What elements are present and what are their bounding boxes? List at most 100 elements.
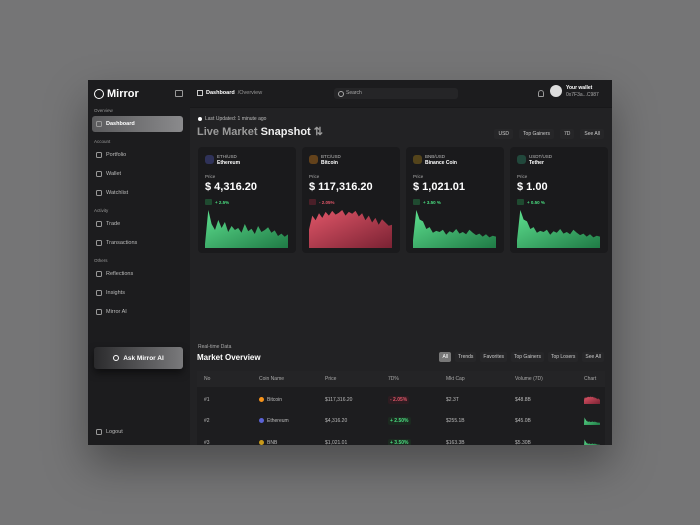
tab-top-gainers[interactable]: Top Gainers <box>510 352 544 362</box>
sidebar-item-label: Transactions <box>106 240 138 246</box>
sidebar-item-portfolio[interactable]: Portfolio <box>92 147 183 163</box>
coin-price: $ 1.00 <box>517 181 548 193</box>
coin-name: Tether <box>529 160 544 166</box>
market-card[interactable]: BTC/USD Bitcoin Price $ 117,316.20 - 2.05% <box>302 147 400 253</box>
coin-price: $1,021.01 <box>325 439 348 446</box>
change-badge: - 2.05% <box>388 395 410 404</box>
coin-cell: Bitcoin <box>259 397 282 403</box>
rank: #1 <box>204 396 210 403</box>
sidebar-item-insights[interactable]: Insights <box>92 285 183 301</box>
volume: $48.8B <box>515 396 531 403</box>
wallet-address: 0x7F3a...C987 <box>566 92 599 98</box>
logout-label: Logout <box>106 429 123 435</box>
sidebar-item-transactions[interactable]: Transactions <box>92 235 183 251</box>
market-table: No Coin Name Price 7D% Mkt Cap Volume (7D) Cha… <box>197 371 605 445</box>
change-badge: + 3.50% <box>388 438 411 445</box>
wallet-label: Your wallet <box>566 85 593 91</box>
coin-icon <box>517 155 526 164</box>
nav-icon <box>96 271 102 277</box>
sparkline-area <box>205 210 288 248</box>
nav-icon <box>96 240 102 246</box>
sidebar-item-label: Mirror AI <box>106 309 127 315</box>
breadcrumb-current[interactable]: Dashboard <box>206 90 235 96</box>
coin-pair: BNB/USD <box>425 154 446 159</box>
sidebar-item-trade[interactable]: Trade <box>92 216 183 232</box>
filter-dropdown[interactable]: USD <box>494 129 514 139</box>
top-bar: Dashboard/Overview Search Your wallet 0x7… <box>190 80 612 108</box>
market-card[interactable]: ETH/USD Ethereum Price $ 4,316.20 + 2.5% <box>198 147 296 253</box>
nav-icon <box>96 190 102 196</box>
table-row[interactable]: #2 Ethereum $4,316.20 + 2.50% $255.1B $45.0B <box>197 411 605 432</box>
price-sparkline <box>413 210 496 248</box>
sidebar-item-label: Portfolio <box>106 152 127 158</box>
nav-icon <box>96 152 102 158</box>
market-card[interactable]: USDT/USD Tether Price $ 1.00 + 0.50 % <box>510 147 608 253</box>
bell-icon[interactable] <box>538 90 544 97</box>
wallet-menu[interactable]: Your wallet 0x7F3a...C987 <box>566 85 599 99</box>
filter-dropdown[interactable]: 7D <box>560 129 575 139</box>
market-cap: $255.1B <box>446 418 465 424</box>
sidebar-item-label: Watchlist <box>106 190 129 196</box>
change-value: - 2.05% <box>319 199 335 205</box>
search-input[interactable]: Search <box>334 88 458 99</box>
coin-name: Binance Coin <box>425 160 457 166</box>
title-part-b: Snapshot <box>260 126 311 138</box>
column-header[interactable]: 7D% <box>388 376 399 382</box>
sidebar: Mirror Overview Dashboard Account Portfolio… <box>88 80 190 445</box>
logo-icon <box>94 89 104 99</box>
mini-chart <box>584 395 600 404</box>
nav-icon <box>96 221 102 227</box>
sidebar-item-label: Insights <box>106 290 125 296</box>
trend-up-icon <box>413 199 420 205</box>
column-header[interactable]: Coin Name <box>259 376 285 382</box>
sidebar-item-mirror-ai[interactable]: Mirror AI <box>92 304 183 320</box>
sparkline-area <box>584 438 600 445</box>
trend-up-icon <box>205 199 212 205</box>
sidebar-section-label: Activity <box>94 208 109 213</box>
column-header[interactable]: Chart <box>584 376 597 382</box>
table-row[interactable]: #3 BNB $1,021.01 + 3.50% $163.3B $5.30B <box>197 432 605 445</box>
main-content: Last Updated: 1 minute ago Live Market S… <box>190 108 612 445</box>
price-label: Price <box>205 174 216 179</box>
sidebar-item-wallet[interactable]: Wallet <box>92 166 183 182</box>
coin-name: BNB <box>267 439 278 446</box>
column-header[interactable]: No <box>204 376 211 382</box>
status-dot-icon <box>198 117 202 121</box>
column-header[interactable]: Price <box>325 376 337 382</box>
dashboard-icon <box>197 90 203 96</box>
column-header[interactable]: Mkt Cap <box>446 376 465 382</box>
sidebar-item-watchlist[interactable]: Watchlist <box>92 185 183 201</box>
rank: #2 <box>204 418 210 424</box>
avatar[interactable] <box>550 85 562 97</box>
market-card[interactable]: BNB/USD Binance Coin Price $ 1,021.01 + 3.50… <box>406 147 504 253</box>
logout-button[interactable]: Logout <box>92 424 183 440</box>
tab-favorites[interactable]: Favorites <box>480 352 507 362</box>
ask-mirror-ai-button[interactable]: Ask Mirror AI <box>94 347 183 369</box>
tab-trends[interactable]: Trends <box>455 352 477 362</box>
price-label: Price <box>517 174 528 179</box>
tab-see-all[interactable]: See All <box>582 352 604 362</box>
column-header[interactable]: Volume (7D) <box>515 376 543 382</box>
sidebar-item-label: Dashboard <box>106 121 135 127</box>
sidebar-toggle-icon[interactable] <box>175 90 183 97</box>
filter-dropdown[interactable]: Top Gainers <box>519 129 555 139</box>
realtime-label: Real-time Data <box>198 344 232 350</box>
price-label: Price <box>413 174 424 179</box>
sidebar-item-label: Wallet <box>106 171 122 177</box>
tab-all[interactable]: All <box>439 352 452 362</box>
ai-icon <box>113 355 120 361</box>
last-updated: Last Updated: 1 minute ago <box>198 116 266 122</box>
sidebar-item-dashboard[interactable]: Dashboard <box>92 116 183 132</box>
price-sparkline <box>309 210 392 248</box>
table-row[interactable]: #1 Bitcoin $117,316.20 - 2.05% $2.3T $48.8B <box>197 389 605 410</box>
coin-name: Ethereum <box>267 418 289 424</box>
coin-name: Bitcoin <box>321 160 338 166</box>
filter-dropdown[interactable]: See All <box>580 129 604 139</box>
refresh-icon[interactable]: ⇅ <box>313 126 323 138</box>
market-overview-title: Market Overview <box>197 353 261 362</box>
nav-icon <box>96 309 102 315</box>
sidebar-item-reflections[interactable]: Reflections <box>92 266 183 282</box>
tab-top-losers[interactable]: Top Losers <box>547 352 579 362</box>
sparkline-area <box>517 210 600 248</box>
volume: $45.0B <box>515 418 531 424</box>
